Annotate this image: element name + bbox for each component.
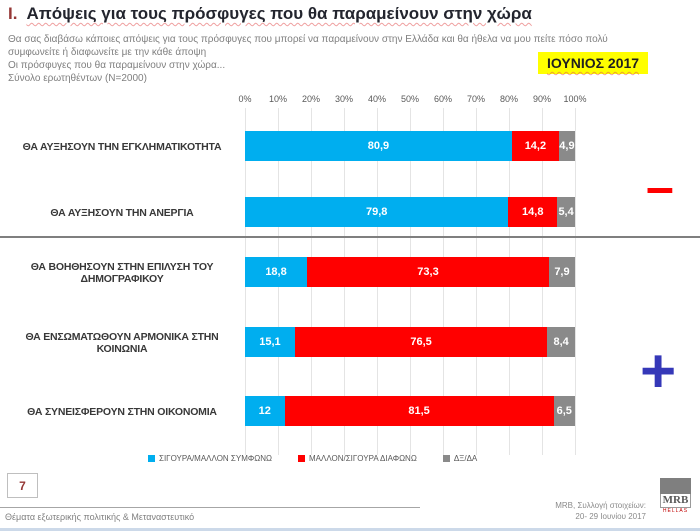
sample-size-line: Σύνολο ερωτηθέντων (N=2000) (8, 73, 147, 84)
negative-group-marker: – (646, 159, 674, 215)
legend-swatch-dontknow (442, 455, 450, 462)
group-divider-line (0, 236, 700, 238)
bar-segment-disagree: 73,3 (307, 257, 549, 287)
bottom-edge-line (0, 528, 700, 531)
title-text: Απόψεις για τους πρόσφυγες που θα παραμε… (26, 4, 532, 23)
title-numeral: Ι. (8, 4, 18, 23)
context-line: Οι πρόσφυγες που θα παραμείνουν στην χώρ… (8, 60, 226, 71)
mrb-logo-text: MRB (660, 494, 691, 508)
legend-swatch-disagree (297, 455, 305, 462)
legend-label: ΣΙΓΟΥΡΑ/ΜΑΛΛΟΝ ΣΥΜΦΩΝΩ (159, 454, 272, 463)
category-label: ΘΑ ΑΥΞΗΣΟΥΝ ΤΗΝ ΑΝΕΡΓΙΑ (50, 207, 194, 219)
category-label: ΘΑ ΑΥΞΗΣΟΥΝ ΤΗΝ ΕΓΚΛΗΜΑΤΙΚΟΤΗΤΑ (22, 141, 222, 153)
chart-legend: ΣΙΓΟΥΡΑ/ΜΑΛΛΟΝ ΣΥΜΦΩΝΩ ΜΑΛΛΟΝ/ΣΙΓΟΥΡΑ ΔΙ… (148, 454, 477, 463)
positive-group-marker: + (640, 337, 677, 406)
bar-row: 18,8 73,3 7,9 (245, 257, 575, 287)
source-line-2: 20- 29 Ιουνίου 2017 (575, 512, 646, 521)
x-tick: 20% (301, 94, 320, 104)
x-tick: 40% (367, 94, 386, 104)
x-tick: 100% (563, 94, 587, 104)
category-label: ΘΑ ΒΟΗΘΗΣΟΥΝ ΣΤΗΝ ΕΠΙΛΥΣΗ ΤΟΥ ΔΗΜΟΓΡΑΦΙΚ… (30, 261, 214, 285)
footer-divider (0, 507, 420, 508)
bar-segment-dontknow: 8,4 (547, 327, 575, 357)
bar-segment-dontknow: 5,4 (557, 197, 575, 227)
source-line-1: MRB, Συλλογή στοιχείων: (555, 501, 646, 510)
x-tick: 80% (499, 94, 518, 104)
legend-item-disagree: ΜΑΛΛΟΝ/ΣΙΓΟΥΡΑ ΔΙΑΦΩΝΩ (297, 454, 417, 463)
x-tick: 30% (334, 94, 353, 104)
page-title: Ι. Απόψεις για τους πρόσφυγες που θα παρα… (8, 4, 532, 24)
x-tick: 50% (400, 94, 419, 104)
legend-swatch-agree (148, 455, 155, 462)
bar-row: 12 81,5 6,5 (245, 396, 575, 426)
bar-segment-dontknow: 7,9 (548, 257, 575, 287)
x-tick: 60% (433, 94, 452, 104)
mrb-logo-subtext: HELLAS (662, 508, 689, 514)
bar-segment-dontknow: 6,5 (553, 396, 575, 426)
bar-segment-agree: 15,1 (245, 327, 295, 357)
mrb-logo-block (660, 478, 691, 494)
footer-source: MRB, Συλλογή στοιχείων: 20- 29 Ιουνίου 2… (555, 500, 646, 522)
bar-segment-agree: 79,8 (245, 197, 509, 227)
legend-label: ΔΞ/ΔΑ (453, 454, 478, 463)
bar-segment-disagree: 14,8 (508, 197, 558, 227)
x-tick: 0% (238, 94, 252, 104)
x-tick: 90% (532, 94, 551, 104)
category-label: ΘΑ ΣΥΝΕΙΣΦΕΡΟΥΝ ΣΤΗΝ ΟΙΚΟΝΟΜΙΑ (27, 406, 217, 418)
bar-segment-disagree: 14,2 (511, 131, 559, 161)
bar-row: 15,1 76,5 8,4 (245, 327, 575, 357)
bar-row: 79,8 14,8 5,4 (245, 197, 575, 227)
x-tick: 10% (268, 94, 287, 104)
bar-segment-disagree: 81,5 (284, 396, 554, 426)
bar-row: 80,9 14,2 4,9 (245, 131, 575, 161)
mrb-logo: MRB HELLAS (660, 478, 691, 514)
category-label: ΘΑ ΕΝΣΩΜΑΤΩΘΟΥΝ ΑΡΜΟΝΙΚΑ ΣΤΗΝ ΚΟΙΝΩΝΙΑ (25, 331, 219, 355)
subtitle-line-1: Θα σας διαβάσω κάποιες απόψεις για τους … (8, 34, 608, 45)
bar-segment-agree: 12 (245, 396, 285, 426)
bar-segment-agree: 80,9 (245, 131, 512, 161)
legend-item-agree: ΣΙΓΟΥΡΑ/ΜΑΛΛΟΝ ΣΥΜΦΩΝΩ (148, 454, 272, 463)
bar-segment-agree: 18,8 (245, 257, 308, 287)
x-tick: 70% (466, 94, 485, 104)
page-number: 7 (7, 473, 38, 498)
bar-segment-disagree: 76,5 (294, 327, 548, 357)
subtitle-line-2: συμφωνείτε ή διαφωνείτε με την κάθε άποψ… (8, 47, 207, 58)
bar-segment-dontknow: 4,9 (558, 131, 575, 161)
date-badge: ΙΟΥΝΙΟΣ 2017 (538, 52, 649, 74)
legend-label: ΜΑΛΛΟΝ/ΣΙΓΟΥΡΑ ΔΙΑΦΩΝΩ (308, 454, 417, 463)
legend-item-dontknow: ΔΞ/ΔΑ (442, 454, 478, 463)
footer-topic: Θέματα εξωτερικής πολιτικής & Μεταναστευ… (5, 512, 195, 522)
